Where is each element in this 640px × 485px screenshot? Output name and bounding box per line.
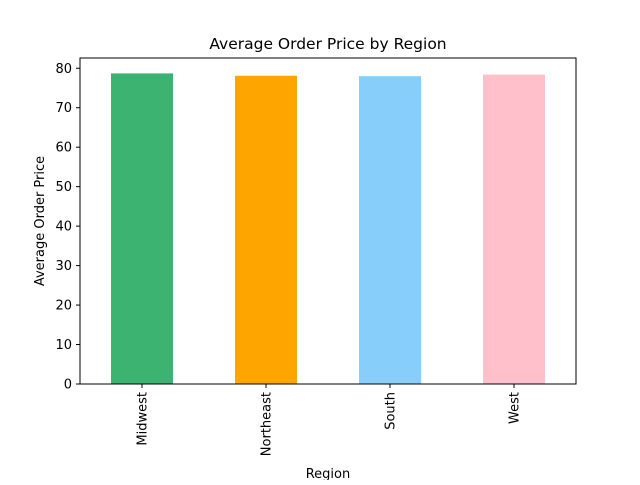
y-axis-title: Average Order Price (33, 156, 48, 286)
x-tick-label-northeast: Northeast (260, 392, 275, 456)
x-tick-label-south: South (384, 392, 399, 430)
y-tick-label: 0 (64, 378, 72, 393)
bars-layer (111, 73, 545, 385)
x-axis-title: Region (306, 467, 351, 480)
x-tick-label-midwest: Midwest (136, 392, 151, 446)
y-tick-label: 50 (55, 180, 72, 195)
y-tick-label: 20 (55, 299, 72, 314)
plot-frame (79, 57, 577, 385)
x-tick-label-west: West (508, 392, 523, 424)
y-tick-label: 40 (55, 220, 72, 235)
bar-midwest (111, 73, 173, 385)
x-axis: Midwest Northeast South West (136, 384, 523, 456)
bar-northeast (235, 75, 297, 385)
y-axis: 0 10 20 30 40 50 60 70 80 (55, 62, 80, 393)
y-tick-label: 70 (55, 101, 72, 116)
y-tick-label: 60 (55, 141, 72, 156)
y-tick-label: 10 (55, 338, 72, 353)
y-tick-label: 80 (55, 62, 72, 77)
y-tick-label: 30 (55, 259, 72, 274)
bar-west (483, 74, 545, 385)
bar-south (359, 76, 421, 384)
chart-title: Average Order Price by Region (209, 35, 446, 53)
